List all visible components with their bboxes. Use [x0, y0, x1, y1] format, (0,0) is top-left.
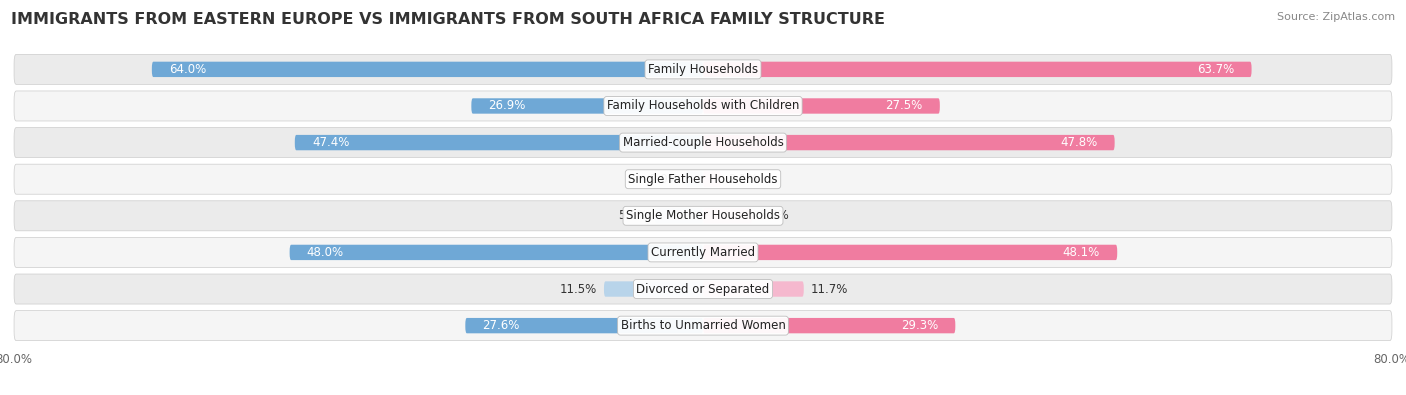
Text: 64.0%: 64.0% — [169, 63, 207, 76]
Text: 48.1%: 48.1% — [1063, 246, 1099, 259]
FancyBboxPatch shape — [290, 245, 703, 260]
Text: 2.0%: 2.0% — [650, 173, 679, 186]
Text: 47.8%: 47.8% — [1060, 136, 1098, 149]
Text: Family Households: Family Households — [648, 63, 758, 76]
Text: 26.9%: 26.9% — [488, 100, 526, 113]
FancyBboxPatch shape — [655, 208, 703, 224]
Text: Single Father Households: Single Father Households — [628, 173, 778, 186]
FancyBboxPatch shape — [14, 274, 1392, 304]
FancyBboxPatch shape — [605, 281, 703, 297]
Text: Divorced or Separated: Divorced or Separated — [637, 282, 769, 295]
FancyBboxPatch shape — [14, 55, 1392, 85]
Text: Single Mother Households: Single Mother Households — [626, 209, 780, 222]
FancyBboxPatch shape — [686, 171, 703, 187]
Text: 47.4%: 47.4% — [312, 136, 350, 149]
Text: 48.0%: 48.0% — [307, 246, 344, 259]
FancyBboxPatch shape — [152, 62, 703, 77]
Text: 5.7%: 5.7% — [759, 209, 789, 222]
Text: Currently Married: Currently Married — [651, 246, 755, 259]
FancyBboxPatch shape — [703, 98, 939, 114]
Text: 11.7%: 11.7% — [811, 282, 848, 295]
FancyBboxPatch shape — [14, 237, 1392, 267]
Text: 27.6%: 27.6% — [482, 319, 520, 332]
Text: IMMIGRANTS FROM EASTERN EUROPE VS IMMIGRANTS FROM SOUTH AFRICA FAMILY STRUCTURE: IMMIGRANTS FROM EASTERN EUROPE VS IMMIGR… — [11, 12, 886, 27]
Text: 29.3%: 29.3% — [901, 319, 938, 332]
FancyBboxPatch shape — [465, 318, 703, 333]
FancyBboxPatch shape — [703, 135, 1115, 150]
FancyBboxPatch shape — [14, 91, 1392, 121]
FancyBboxPatch shape — [14, 201, 1392, 231]
Text: 27.5%: 27.5% — [886, 100, 922, 113]
Text: Source: ZipAtlas.com: Source: ZipAtlas.com — [1277, 12, 1395, 22]
FancyBboxPatch shape — [703, 62, 1251, 77]
Text: Births to Unmarried Women: Births to Unmarried Women — [620, 319, 786, 332]
FancyBboxPatch shape — [14, 164, 1392, 194]
FancyBboxPatch shape — [295, 135, 703, 150]
FancyBboxPatch shape — [703, 245, 1118, 260]
FancyBboxPatch shape — [14, 310, 1392, 340]
FancyBboxPatch shape — [703, 171, 721, 187]
FancyBboxPatch shape — [703, 281, 804, 297]
Text: Married-couple Households: Married-couple Households — [623, 136, 783, 149]
Text: Family Households with Children: Family Households with Children — [607, 100, 799, 113]
Text: 63.7%: 63.7% — [1197, 63, 1234, 76]
FancyBboxPatch shape — [703, 208, 752, 224]
FancyBboxPatch shape — [14, 128, 1392, 158]
Text: 2.1%: 2.1% — [728, 173, 758, 186]
Text: 5.6%: 5.6% — [619, 209, 648, 222]
Text: 11.5%: 11.5% — [560, 282, 598, 295]
FancyBboxPatch shape — [471, 98, 703, 114]
FancyBboxPatch shape — [703, 318, 955, 333]
